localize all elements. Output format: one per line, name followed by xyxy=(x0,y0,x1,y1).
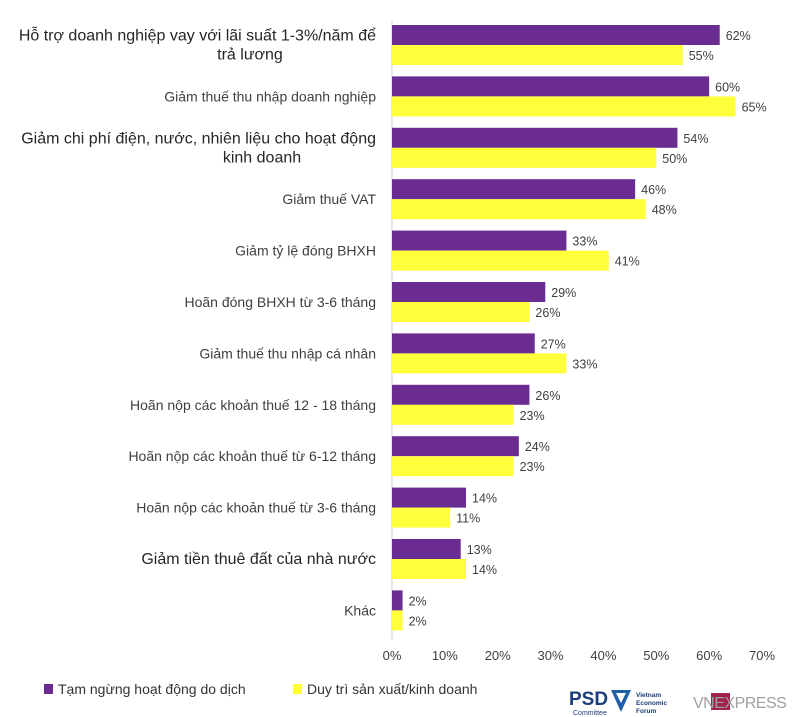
data-label: 14% xyxy=(472,563,497,577)
bar-paused xyxy=(392,384,530,405)
category-label: Giảm tỷ lệ đóng BHXH xyxy=(235,243,376,259)
legend-swatch xyxy=(293,684,302,694)
data-label: 65% xyxy=(742,100,767,114)
category-label: Giảm thuế thu nhập doanh nghiệp xyxy=(164,88,376,104)
bar-paused xyxy=(392,487,466,508)
data-label: 33% xyxy=(572,357,597,371)
bar-maintained xyxy=(392,302,530,322)
bar-maintained xyxy=(392,199,646,220)
data-label: 46% xyxy=(641,183,666,197)
vietnam-economic-forum-logo: Vietnam Economic Forum xyxy=(611,690,667,715)
data-label: 26% xyxy=(535,389,560,403)
bar-paused xyxy=(392,436,519,457)
bar-maintained xyxy=(392,610,403,631)
data-label: 55% xyxy=(689,49,714,63)
data-label: 2% xyxy=(409,594,427,608)
psd-logo-subtext: Committee xyxy=(573,710,607,717)
data-label: 23% xyxy=(520,460,545,474)
bar-paused xyxy=(392,127,678,148)
vnexpress-logo-text: VNEXPRESS xyxy=(693,695,786,712)
bar-maintained xyxy=(392,353,567,374)
bar-paused xyxy=(392,539,461,559)
chart-axis: 0% 10% 20% 30% 40% 50% 60% 70% xyxy=(383,21,775,663)
vef-line-2: Economic xyxy=(636,700,667,707)
category-label: kinh doanh xyxy=(223,149,301,166)
data-label: 50% xyxy=(662,152,687,166)
bar-paused xyxy=(392,333,535,354)
category-label: Hỗ trợ doanh nghiệp vay với lãi suất 1-3… xyxy=(19,26,376,45)
data-label: 23% xyxy=(520,409,545,423)
psd-committee-logo: PSD Committee xyxy=(569,689,608,717)
bar-paused xyxy=(392,25,720,45)
bar-paused xyxy=(392,590,403,611)
vef-line-1: Vietnam xyxy=(636,692,661,699)
data-label: 33% xyxy=(572,235,597,249)
data-label: 14% xyxy=(472,492,497,506)
bar-maintained xyxy=(392,559,466,579)
legend-swatch xyxy=(44,684,53,694)
chart-legend: Tạm ngừng hoạt động do dịch Duy trì sản x… xyxy=(44,681,477,697)
x-tick-label: 60% xyxy=(696,648,722,663)
data-label: 11% xyxy=(456,512,480,526)
bar-paused xyxy=(392,179,636,200)
x-tick-label: 50% xyxy=(643,648,669,663)
category-label: Giảm tiền thuê đất của nhà nước xyxy=(141,551,376,568)
category-label: Giảm thuế thu nhập cá nhân xyxy=(199,345,376,361)
vef-line-3: Forum xyxy=(636,708,656,715)
category-label: Giảm chi phí điện, nước, nhiên liệu cho … xyxy=(21,130,376,147)
category-label: Khác xyxy=(344,602,376,618)
data-label: 27% xyxy=(541,337,566,351)
data-label: 13% xyxy=(467,543,492,557)
bar-paused xyxy=(392,282,546,302)
bar-maintained xyxy=(392,507,451,528)
x-tick-label: 40% xyxy=(590,648,616,663)
category-label: Hoãn đóng BHXH từ 3-6 tháng xyxy=(185,294,377,310)
bar-maintained xyxy=(392,45,683,65)
legend-label: Duy trì sản xuất/kinh doanh xyxy=(307,681,477,697)
bar-maintained xyxy=(392,456,514,477)
data-label: 54% xyxy=(683,132,708,146)
legend-label: Tạm ngừng hoạt động do dịch xyxy=(58,681,246,697)
data-label: 60% xyxy=(715,80,740,94)
data-label: 24% xyxy=(525,440,550,454)
category-label: Hoãn nộp các khoản thuế từ 6-12 tháng xyxy=(128,448,376,464)
data-label: 41% xyxy=(615,255,640,269)
category-label: Giảm thuế VAT xyxy=(282,191,376,207)
bar-maintained xyxy=(392,147,657,168)
psd-logo-text: PSD xyxy=(569,689,608,710)
x-tick-label: 10% xyxy=(432,648,458,663)
data-label: 29% xyxy=(551,286,576,300)
data-label: 62% xyxy=(726,29,751,43)
bar-paused xyxy=(392,230,567,251)
data-label: 48% xyxy=(652,203,677,217)
bar-maintained xyxy=(392,96,736,117)
x-tick-label: 30% xyxy=(538,648,564,663)
category-label: Hoãn nộp các khoản thuế 12 - 18 tháng xyxy=(130,397,376,413)
vnexpress-logo: VNEXPRESS xyxy=(693,693,787,712)
bar-paused xyxy=(392,76,710,97)
data-label: 26% xyxy=(535,306,560,320)
x-tick-label: 0% xyxy=(383,648,402,663)
chart-labels: Hỗ trợ doanh nghiệp vay với lãi suất 1-3… xyxy=(19,26,767,629)
x-tick-label: 70% xyxy=(749,648,775,663)
bar-maintained xyxy=(392,250,609,271)
data-label: 2% xyxy=(409,614,427,628)
chart-bars xyxy=(392,25,736,631)
category-label: Hoãn nộp các khoản thuế từ 3-6 tháng xyxy=(136,500,376,516)
bar-maintained xyxy=(392,404,514,425)
category-label: trả lương xyxy=(217,47,283,64)
x-tick-label: 20% xyxy=(485,648,511,663)
